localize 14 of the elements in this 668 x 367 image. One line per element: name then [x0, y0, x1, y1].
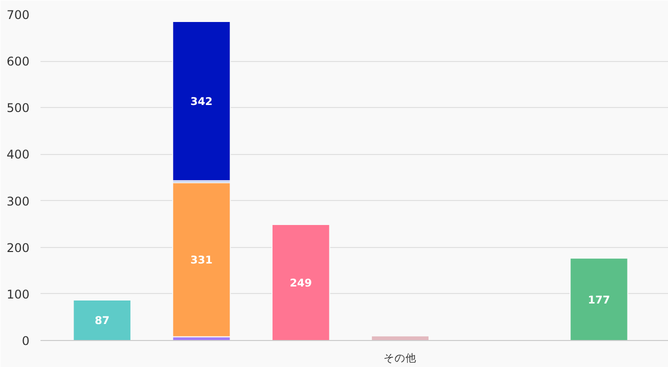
- data-label: 342: [190, 95, 213, 108]
- y-tick-label: 500: [6, 101, 30, 116]
- y-tick-label: 400: [6, 148, 30, 162]
- y-tick-label: 200: [6, 240, 30, 255]
- data-label: 331: [190, 254, 213, 267]
- y-tick-label: 300: [6, 194, 30, 208]
- data-label: 177: [588, 293, 610, 306]
- data-label: 87: [94, 314, 110, 328]
- y-tick-label: 100: [6, 287, 30, 302]
- y-tick-label: 600: [6, 54, 30, 69]
- x-tick-label: その他: [384, 352, 417, 364]
- data-label: 249: [290, 276, 312, 290]
- y-tick-label: 0: [22, 334, 30, 348]
- y-tick-label: 700: [6, 8, 30, 22]
